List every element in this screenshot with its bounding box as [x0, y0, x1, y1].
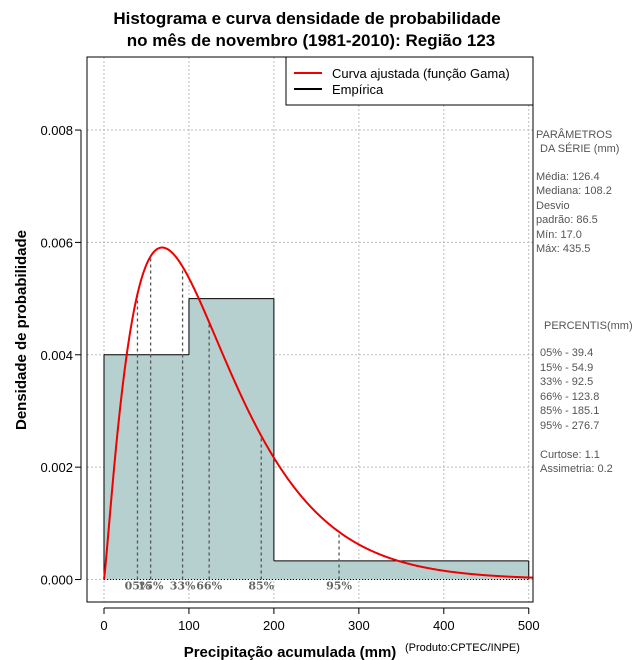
x-axis-title: Precipitação acumulada (mm)	[184, 644, 397, 660]
params-mediana: Mediana: 108.2	[536, 185, 612, 197]
y-tick-label-0: 0.000	[40, 573, 73, 588]
legend-box	[285, 56, 534, 106]
percentile-markers: 05%15% 33% 66% 85% 95%	[125, 256, 352, 593]
percentis-header: PERCENTIS(mm)	[544, 320, 633, 332]
y-tick-label-2: 0.004	[40, 348, 73, 363]
percentile-label-15%: 15%	[138, 580, 164, 593]
chart-title-line2: no mês de novembro (1981-2010): Região 1…	[127, 31, 495, 50]
histogram-bar-2	[273, 560, 529, 580]
x-tick-label-1: 100	[178, 618, 200, 633]
gamma-curve	[102, 246, 534, 580]
params-media: Média: 126.4	[536, 171, 600, 183]
percentile-label-05%: 05%	[125, 580, 151, 593]
percentis-assimetria: Assimetria: 0.2	[540, 463, 613, 475]
x-tick-label-2: 200	[263, 618, 285, 633]
x-tick-label-3: 300	[348, 618, 370, 633]
histogram-bars	[103, 298, 530, 581]
params-header-1: PARÂMETROS	[536, 128, 612, 141]
params-desvio-1: Desvio	[536, 200, 570, 212]
histogram-bar-1	[188, 298, 274, 580]
percentis-p15: 15% - 54.9	[540, 362, 593, 374]
chart-title-line1: Histograma e curva densidade de probabil…	[113, 9, 500, 28]
y-axis: 0.000 0.002 0.004 0.006 0.008	[40, 123, 82, 588]
percentis-p33: 33% - 92.5	[540, 376, 593, 388]
x-tick-label-4: 400	[433, 618, 455, 633]
percentile-label-33%: 33%	[170, 580, 196, 593]
y-tick-label-4: 0.008	[40, 123, 73, 138]
percentis-p05: 05% - 39.4	[540, 347, 593, 359]
params-header-2: DA SÉRIE (mm)	[540, 142, 619, 155]
percentis-p85: 85% - 185.1	[540, 405, 599, 417]
percentile-label-85%: 85%	[248, 580, 274, 593]
y-tick-label-3: 0.006	[40, 235, 73, 250]
percentis-panel: PERCENTIS(mm) 05% - 39.4 15% - 54.9 33% …	[540, 320, 633, 475]
gamma-curve-group	[102, 246, 534, 580]
x-tick-label-0: 0	[100, 618, 107, 633]
params-desvio-2: padrão: 86.5	[536, 214, 598, 226]
x-tick-label-5: 500	[518, 618, 540, 633]
params-max: Máx: 435.5	[536, 243, 590, 255]
legend: Curva ajustada (função Gama) Empírica	[285, 56, 534, 106]
percentis-p66: 66% - 123.8	[540, 391, 599, 403]
percentis-curtose: Curtose: 1.1	[540, 449, 600, 461]
x-axis: 0 100 200 300 400 500	[100, 607, 540, 633]
y-axis-title: Densidade de probabilidade	[13, 230, 30, 430]
legend-empirical-label: Empírica	[332, 82, 384, 97]
params-panel: PARÂMETROS DA SÉRIE (mm) Média: 126.4 Me…	[536, 128, 619, 255]
params-min: Mín: 17.0	[536, 229, 582, 241]
y-tick-label-1: 0.002	[40, 460, 73, 475]
percentile-label-95%: 95%	[326, 580, 352, 593]
legend-curve-label: Curva ajustada (função Gama)	[332, 66, 510, 81]
percentis-p95: 95% - 276.7	[540, 420, 599, 432]
credit-text: (Produto:CPTEC/INPE)	[405, 642, 520, 654]
percentile-label-66%: 66%	[196, 580, 222, 593]
histogram-bar-0	[103, 354, 189, 580]
